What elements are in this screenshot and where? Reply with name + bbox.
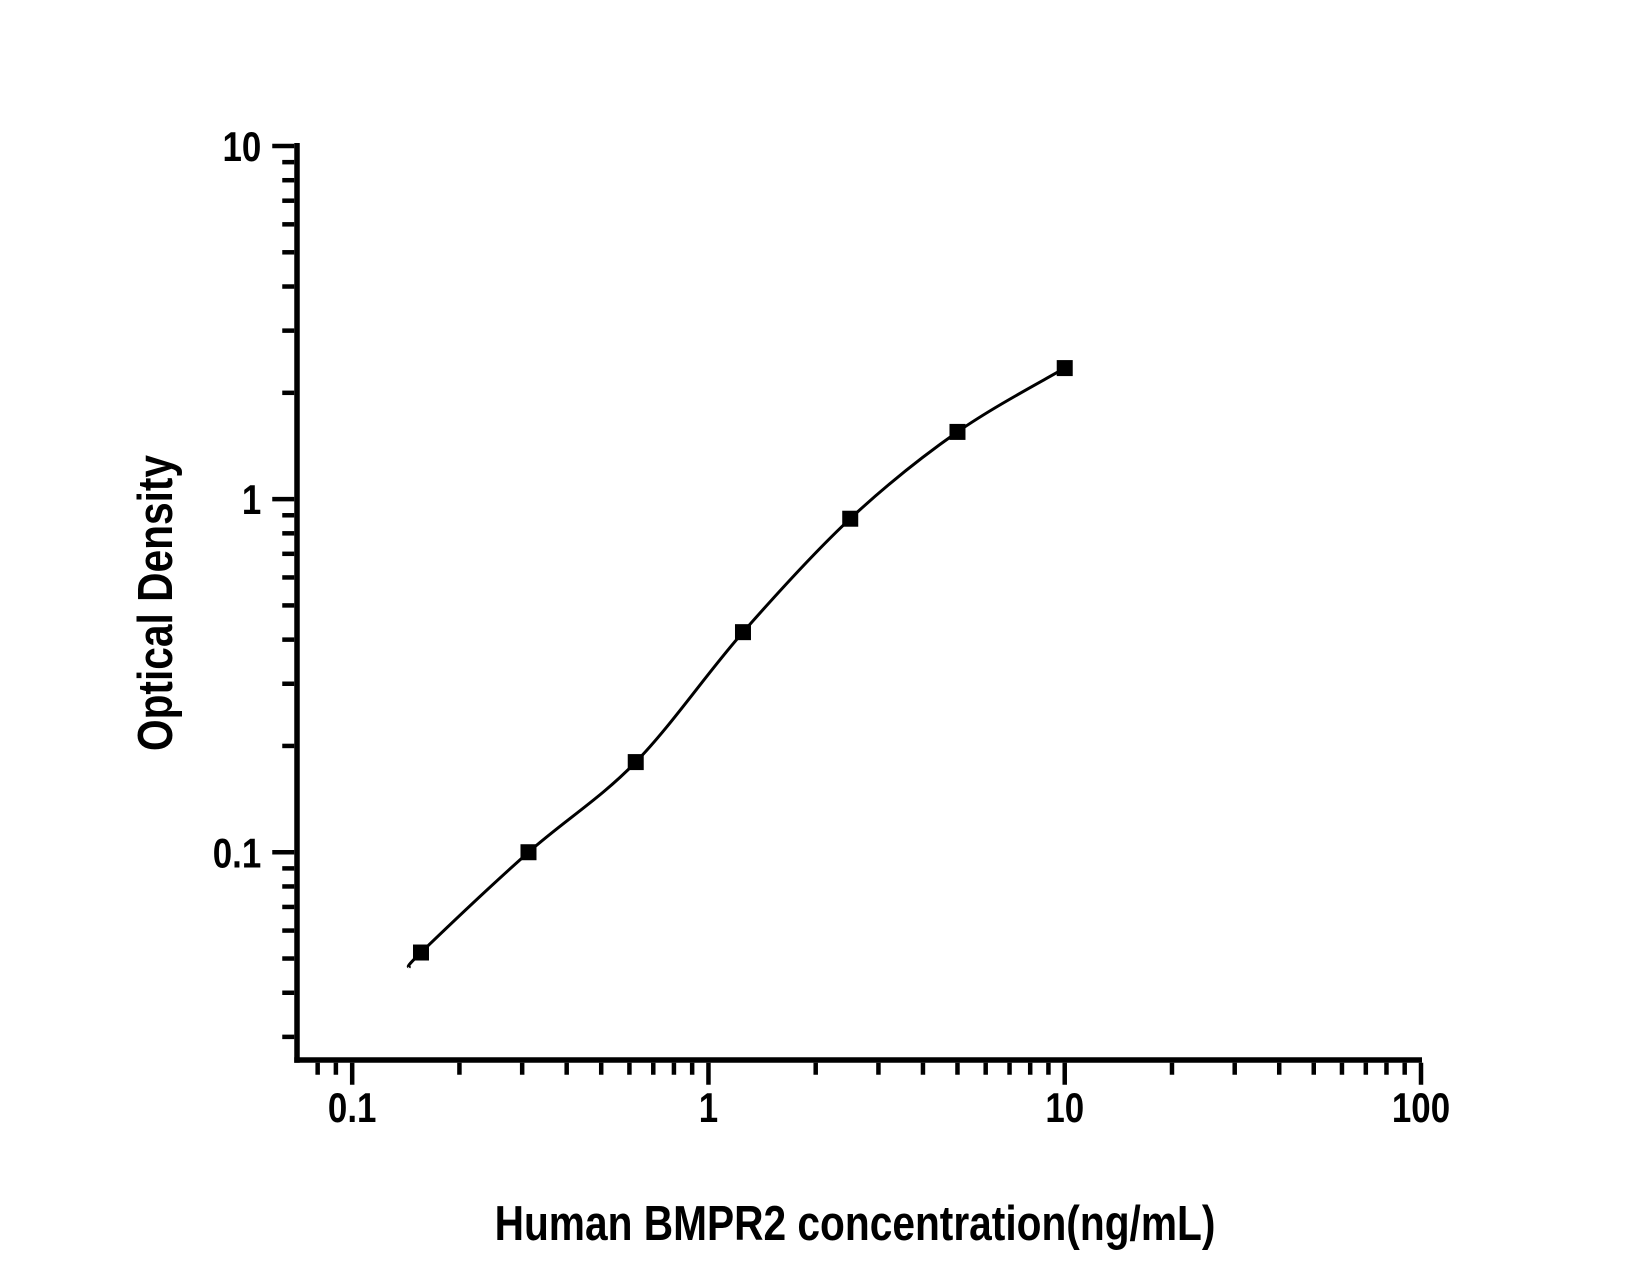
x-tick-label: 1 (699, 1084, 718, 1131)
data-point-marker (1056, 360, 1073, 377)
x-tick-label: 100 (1392, 1084, 1450, 1131)
y-tick-label: 1 (242, 476, 261, 523)
fitted-curve-line (406, 366, 1066, 969)
data-layer (406, 360, 1073, 969)
data-point-marker (627, 754, 644, 771)
y-tick-label: 0.1 (213, 829, 262, 876)
data-point-marker (412, 944, 429, 961)
x-tick-label: 0.1 (328, 1084, 377, 1131)
data-point-marker (842, 510, 859, 527)
x-axis-title: Human BMPR2 concentration(ng/mL) (495, 1197, 1216, 1251)
tick-label-layer: 0.1 1 10 100 0.1 1 10 (213, 123, 1450, 1131)
x-tick-label: 10 (1045, 1084, 1084, 1131)
y-axis-title: Optical Density (129, 455, 183, 751)
y-tick-label: 10 (222, 123, 261, 170)
axes-layer (272, 143, 1424, 1085)
data-point-marker (520, 844, 537, 861)
data-point-marker (949, 423, 966, 440)
data-point-marker (734, 624, 751, 641)
